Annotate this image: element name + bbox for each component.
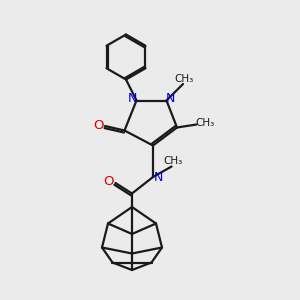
Text: O: O <box>93 119 104 132</box>
Text: O: O <box>104 175 114 188</box>
Text: N: N <box>165 92 175 105</box>
Text: CH₃: CH₃ <box>175 74 194 84</box>
Text: N: N <box>153 171 163 184</box>
Text: CH₃: CH₃ <box>164 156 183 166</box>
Text: CH₃: CH₃ <box>195 118 214 128</box>
Text: N: N <box>128 92 138 105</box>
